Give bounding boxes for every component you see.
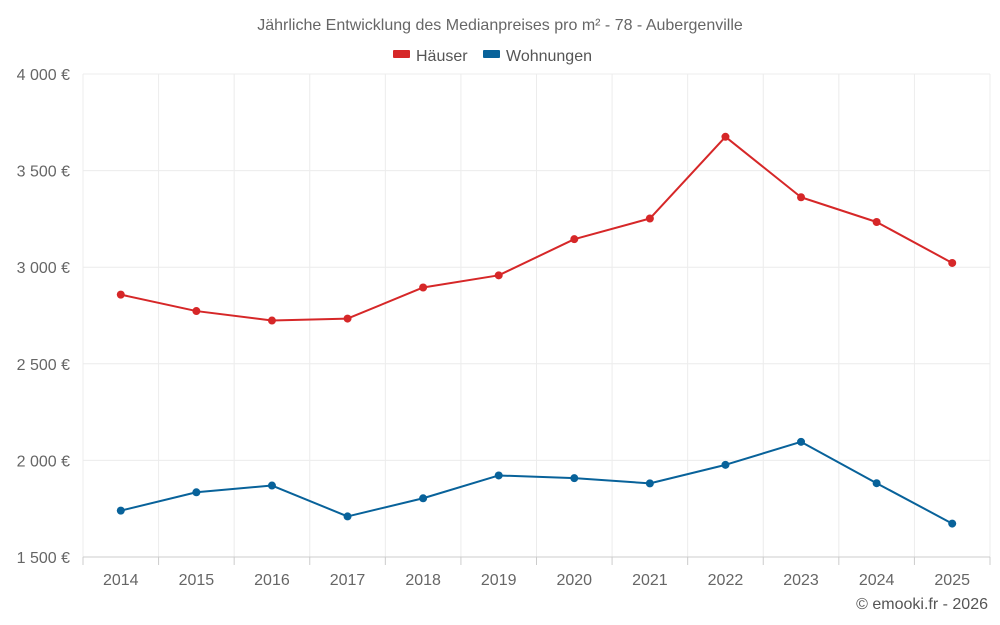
data-point-haeuser[interactable] [570, 235, 579, 244]
data-point-wohnungen[interactable] [419, 494, 428, 503]
series-group [116, 132, 957, 528]
x-tick-label: 2020 [556, 572, 592, 589]
data-point-wohnungen[interactable] [797, 437, 806, 446]
data-point-wohnungen[interactable] [192, 488, 201, 497]
x-tick-label: 2015 [179, 572, 215, 589]
y-tick-label: 3 000 € [17, 260, 70, 277]
data-point-haeuser[interactable] [116, 290, 125, 299]
y-tick-label: 1 500 € [17, 550, 70, 567]
x-tick-label: 2014 [103, 572, 139, 589]
x-tick-label: 2025 [934, 572, 970, 589]
data-point-wohnungen[interactable] [343, 512, 352, 521]
x-axis: 2014 2015 2016 2017 2018 2019 2020 2021 2022 2023… [82, 557, 991, 589]
data-point-wohnungen[interactable] [267, 481, 276, 490]
data-point-wohnungen[interactable] [721, 460, 730, 469]
data-point-haeuser[interactable] [721, 132, 730, 141]
data-point-haeuser[interactable] [494, 271, 503, 280]
grid [82, 73, 991, 558]
x-tick-label: 2022 [708, 572, 744, 589]
data-point-haeuser[interactable] [872, 217, 881, 226]
y-tick-label: 3 500 € [17, 164, 70, 181]
data-point-haeuser[interactable] [267, 316, 276, 325]
x-tick-label: 2023 [783, 572, 819, 589]
legend-label-wohnungen[interactable]: Wohnungen [506, 48, 592, 65]
data-point-wohnungen[interactable] [570, 474, 579, 483]
x-tick-label: 2016 [254, 572, 290, 589]
y-axis: 1 500 € 2 000 € 2 500 € 3 000 € 3 500 € 4 000… [17, 67, 70, 567]
series-line-wohnungen [120, 440, 953, 525]
legend-swatch-wohnungen [483, 50, 500, 58]
x-tick-label: 2017 [330, 572, 366, 589]
data-point-wohnungen[interactable] [116, 506, 125, 515]
data-point-haeuser[interactable] [797, 193, 806, 202]
y-tick-label: 2 000 € [17, 453, 70, 470]
x-tick-label: 2018 [405, 572, 441, 589]
data-point-wohnungen[interactable] [948, 519, 957, 528]
y-tick-label: 4 000 € [17, 67, 70, 84]
legend-label-haeuser[interactable]: Häuser [416, 48, 468, 65]
x-tick-label: 2024 [859, 572, 895, 589]
copyright-text: © emooki.fr - 2026 [856, 596, 988, 613]
chart-title: Jährliche Entwicklung des Medianpreises … [257, 17, 743, 34]
data-point-wohnungen[interactable] [494, 471, 503, 480]
data-point-wohnungen[interactable] [645, 479, 654, 488]
x-tick-label: 2021 [632, 572, 668, 589]
legend-swatch-haeuser [393, 50, 410, 58]
x-tick-label: 2019 [481, 572, 517, 589]
data-point-haeuser[interactable] [419, 283, 428, 292]
series-line-haeuser [120, 135, 953, 322]
data-point-haeuser[interactable] [192, 307, 201, 316]
legend: Häuser Wohnungen [393, 48, 592, 65]
data-point-wohnungen[interactable] [872, 479, 881, 488]
y-tick-label: 2 500 € [17, 357, 70, 374]
data-point-haeuser[interactable] [948, 258, 957, 267]
data-point-haeuser[interactable] [343, 314, 352, 323]
data-point-haeuser[interactable] [645, 214, 654, 223]
